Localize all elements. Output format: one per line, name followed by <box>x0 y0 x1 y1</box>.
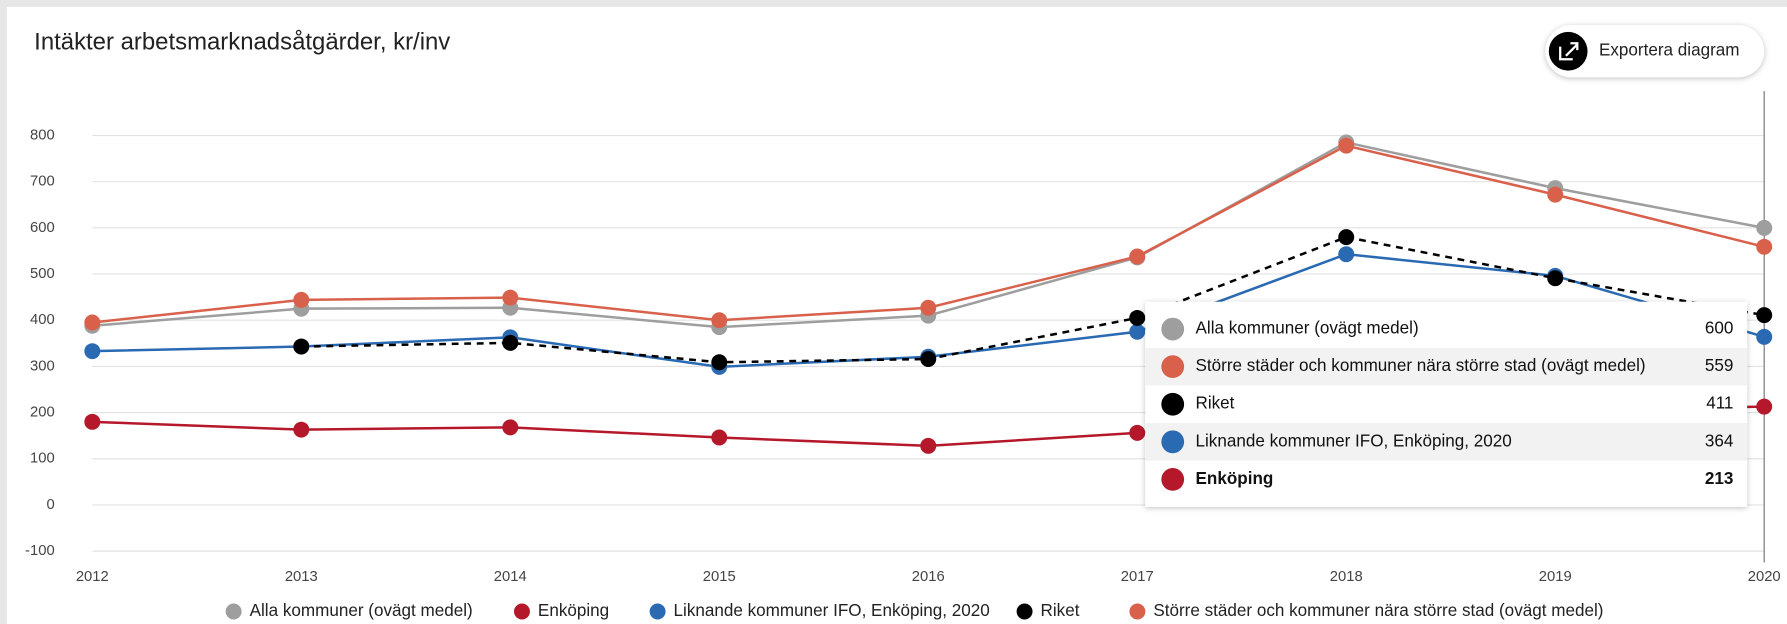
point <box>293 338 310 355</box>
tooltip-swatch <box>1161 430 1185 454</box>
chart-title: Intäkter arbetsmarknadsåtgärder, kr/inv <box>34 29 450 56</box>
legend-label: Alla kommuner (ovägt medel) <box>250 601 473 620</box>
point <box>502 334 519 351</box>
legend-swatch <box>1016 603 1033 620</box>
y-tick-label: -100 <box>25 543 55 559</box>
tooltip <box>1145 301 1748 507</box>
tooltip-value: 364 <box>1705 431 1734 450</box>
x-tick-label: 2016 <box>912 569 945 585</box>
point <box>84 314 101 331</box>
point <box>711 429 728 446</box>
tooltip-swatch <box>1161 468 1185 491</box>
point <box>920 437 937 454</box>
point <box>1756 307 1773 324</box>
legend-swatch <box>225 603 242 620</box>
export-label[interactable]: Exportera diagram <box>1599 41 1740 60</box>
point <box>1756 238 1773 255</box>
y-tick-label: 200 <box>30 404 55 420</box>
tooltip-swatch <box>1161 317 1185 341</box>
point <box>1547 270 1564 287</box>
point <box>920 351 937 367</box>
point <box>1756 219 1773 236</box>
legend-swatch <box>513 603 530 620</box>
y-tick-label: 700 <box>30 174 55 190</box>
tooltip-value: 411 <box>1706 394 1733 413</box>
tooltip-value: 559 <box>1705 356 1734 375</box>
series-line <box>301 235 1765 364</box>
point <box>1129 248 1146 265</box>
point <box>502 419 519 436</box>
y-tick-label: 500 <box>30 266 55 282</box>
point <box>711 354 728 371</box>
legend-label: Riket <box>1041 601 1080 620</box>
legend-swatch <box>1129 603 1146 620</box>
point <box>1756 398 1773 415</box>
export-button[interactable]: Exportera diagram <box>1545 25 1765 78</box>
x-tick-label: 2012 <box>76 569 109 585</box>
point <box>1547 186 1564 203</box>
tooltip-value: 600 <box>1705 319 1734 338</box>
tooltip-row-bg <box>1145 347 1748 386</box>
tooltip-row-bg <box>1145 423 1748 461</box>
tooltip-value: 213 <box>1705 469 1734 488</box>
export-button-bg[interactable] <box>1545 25 1765 78</box>
export-icon-glyph <box>1559 42 1579 61</box>
tooltip-swatch <box>1161 355 1185 379</box>
point <box>920 299 937 316</box>
point <box>84 413 101 430</box>
tooltip-name: Enköping <box>1196 469 1274 488</box>
legend-label: Större städer och kommuner nära större s… <box>1153 601 1603 620</box>
point <box>711 312 728 329</box>
tooltip-name: Riket <box>1196 394 1235 413</box>
point <box>1756 328 1773 345</box>
y-tick-label: 800 <box>30 127 55 143</box>
export-icon <box>1548 31 1588 71</box>
x-tick-label: 2017 <box>1121 569 1154 585</box>
legend-swatch <box>649 603 666 620</box>
point <box>1338 246 1355 263</box>
tooltip-name: Liknande kommuner IFO, Enköping, 2020 <box>1196 431 1512 450</box>
tooltip-swatch <box>1161 392 1185 416</box>
point <box>293 291 310 308</box>
x-tick-label: 2020 <box>1748 569 1781 585</box>
point <box>293 421 310 438</box>
tooltip-name: Alla kommuner (ovägt medel) <box>1196 319 1419 338</box>
point <box>1129 424 1146 441</box>
point <box>1129 323 1146 340</box>
legend-label: Enköping <box>538 601 609 620</box>
point <box>84 343 101 360</box>
point <box>502 289 519 306</box>
legend-label: Liknande kommuner IFO, Enköping, 2020 <box>674 601 990 620</box>
x-tick-label: 2015 <box>703 569 736 585</box>
y-tick-label: 100 <box>30 451 55 467</box>
point <box>1338 137 1355 154</box>
y-tick-label: 300 <box>30 358 55 374</box>
y-tick-label: 600 <box>30 220 55 236</box>
x-tick-label: 2018 <box>1330 569 1363 585</box>
point <box>1338 229 1355 246</box>
x-tick-label: 2014 <box>494 569 527 585</box>
point <box>1129 309 1146 326</box>
y-tick-label: 0 <box>46 497 54 513</box>
tooltip-name: Större städer och kommuner nära större s… <box>1196 356 1646 375</box>
y-tick-label: 400 <box>30 312 55 328</box>
x-tick-label: 2019 <box>1539 569 1572 585</box>
x-tick-label: 2013 <box>285 569 318 585</box>
